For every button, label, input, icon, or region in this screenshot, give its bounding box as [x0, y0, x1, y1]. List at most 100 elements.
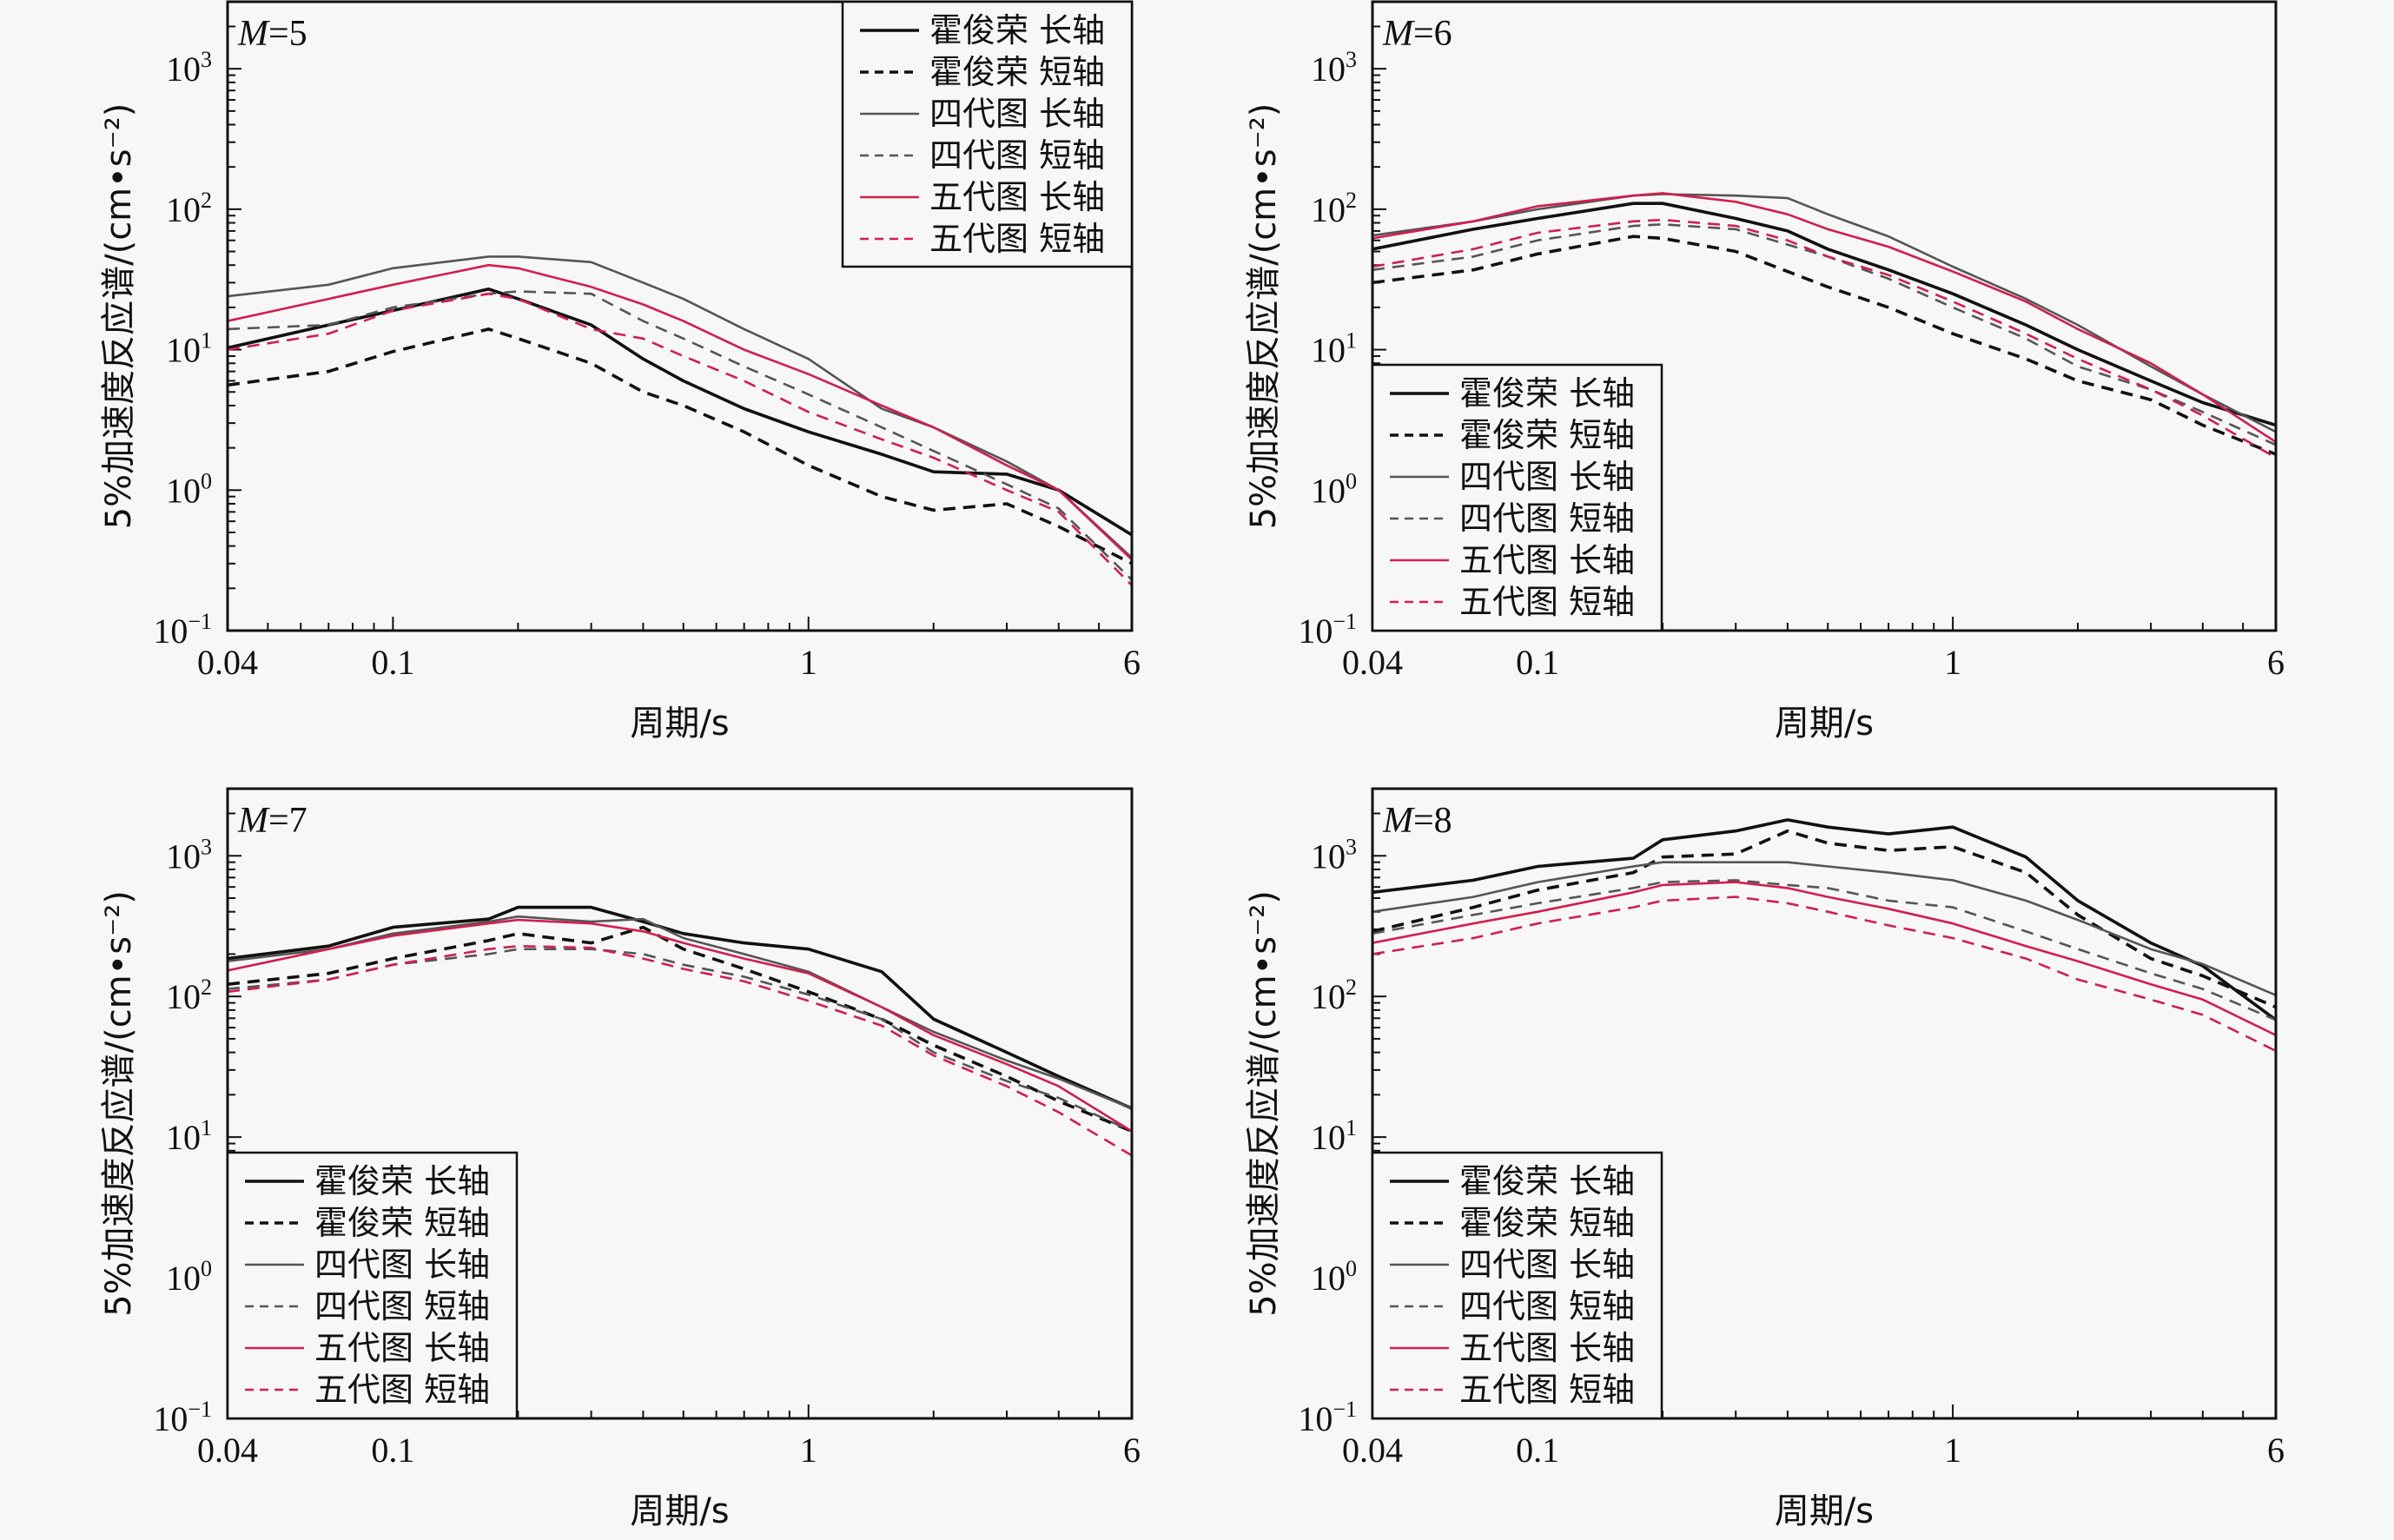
x-tick-label: 0.04	[1342, 643, 1403, 682]
y-tick-base: 10	[166, 836, 201, 876]
series-line-0	[1372, 202, 2276, 427]
panel-label: M=6	[1382, 14, 1452, 54]
panel-label-value: =7	[268, 801, 308, 841]
series-line-3	[228, 290, 1132, 581]
y-tick-label: 101	[1311, 1115, 1357, 1157]
y-tick-label: 100	[166, 1256, 212, 1298]
y-axis-title: 5%加速度反应谱/(cm•s⁻²)	[1244, 103, 1284, 530]
series-group	[1372, 818, 2276, 1053]
plot-frame	[1371, 787, 2278, 1420]
x-tick-label: 0.1	[1516, 643, 1559, 682]
y-tick-exponent: 2	[1346, 188, 1357, 213]
y-tick-base: 10	[1311, 1259, 1346, 1298]
legend-box	[841, 0, 1134, 268]
y-tick-exponent: 1	[201, 328, 212, 354]
panel-label-value: =8	[1413, 801, 1452, 841]
y-tick-exponent: −1	[1333, 1397, 1357, 1422]
y-tick-exponent: 3	[201, 47, 212, 72]
legend-label: 五代图 短轴	[929, 220, 1105, 258]
panel-label: M=5	[237, 14, 308, 54]
y-tick-base: 10	[153, 611, 188, 651]
legend-label: 四代图 短轴	[1459, 499, 1635, 538]
y-tick-base: 10	[166, 1259, 201, 1298]
legend-label: 霍俊荣 长轴	[929, 11, 1105, 50]
legend-label: 四代图 短轴	[929, 136, 1105, 175]
y-tick-base: 10	[1311, 50, 1346, 89]
legend-label: 五代图 短轴	[1459, 1371, 1635, 1409]
panel-label: M=8	[1382, 801, 1452, 841]
y-tick-label: 100	[1311, 1256, 1357, 1298]
x-tick-label: 0.1	[371, 643, 414, 682]
y-axis-title: 5%加速度反应谱/(cm•s⁻²)	[99, 890, 139, 1317]
legend-label: 四代图 长轴	[314, 1246, 490, 1284]
y-tick-base: 10	[166, 977, 201, 1016]
series-line-1	[1372, 235, 2276, 456]
y-tick-exponent: 2	[201, 188, 212, 213]
y-tick-label: 102	[166, 188, 212, 229]
y-axis-title: 5%加速度反应谱/(cm•s⁻²)	[99, 103, 139, 530]
y-tick-exponent: 3	[1346, 834, 1357, 859]
x-tick-label: 1	[800, 643, 817, 682]
y-tick-label: 100	[1311, 468, 1357, 510]
x-tick-label: 1	[800, 1431, 817, 1470]
y-tick-base: 10	[166, 1118, 201, 1157]
y-tick-label: 102	[166, 975, 212, 1016]
y-tick-label: 102	[1311, 188, 1357, 229]
y-tick-base: 10	[1311, 836, 1346, 876]
series-line-1	[1372, 829, 2276, 1009]
panel-label-value: =6	[1413, 14, 1452, 54]
y-tick-label: 101	[1311, 328, 1357, 370]
y-tick-exponent: −1	[188, 609, 212, 634]
legend-label: 四代图 短轴	[1459, 1287, 1635, 1325]
series-line-5	[228, 944, 1132, 1157]
legend-label: 霍俊荣 长轴	[314, 1162, 490, 1200]
series-line-5	[228, 292, 1132, 586]
y-tick-base: 10	[1298, 1399, 1333, 1438]
series-line-2	[228, 915, 1132, 1110]
panel-label-value: =5	[268, 14, 308, 54]
legend-box	[1371, 1151, 1663, 1420]
y-tick-label: 10−1	[153, 609, 212, 651]
series-line-0	[1372, 818, 2276, 1021]
x-tick-label: 0.1	[1516, 1431, 1559, 1470]
y-tick-base: 10	[166, 471, 201, 510]
series-group	[228, 255, 1132, 586]
y-tick-base: 10	[153, 1399, 188, 1438]
panel-label-var: M	[237, 801, 270, 841]
y-tick-exponent: −1	[188, 1397, 212, 1422]
y-tick-base: 10	[1311, 471, 1346, 510]
legend-label: 霍俊荣 短轴	[1459, 1204, 1635, 1242]
series-line-5	[1372, 218, 2276, 459]
y-tick-base: 10	[1298, 611, 1333, 651]
legend-label: 五代图 长轴	[1459, 541, 1635, 579]
y-tick-exponent: 2	[201, 975, 212, 1000]
plot-frame	[226, 0, 1134, 632]
x-axis-title: 周期/s	[630, 1491, 729, 1531]
y-tick-exponent: 2	[1346, 975, 1357, 1000]
legend-label: 四代图 长轴	[929, 95, 1105, 133]
y-tick-label: 100	[166, 468, 212, 510]
y-tick-exponent: 0	[1346, 1256, 1357, 1281]
panel-label-var: M	[1382, 14, 1415, 54]
y-tick-exponent: −1	[1333, 609, 1357, 634]
y-tick-label: 103	[166, 47, 212, 89]
series-line-4	[228, 918, 1132, 1133]
series-group	[228, 905, 1132, 1157]
legend-label: 霍俊荣 长轴	[1459, 374, 1635, 413]
x-tick-label: 0.1	[371, 1431, 414, 1470]
x-tick-label: 0.04	[197, 1431, 258, 1470]
y-tick-exponent: 1	[201, 1115, 212, 1140]
legend-box	[226, 1151, 519, 1420]
y-tick-base: 10	[1311, 1118, 1346, 1157]
y-tick-label: 102	[1311, 975, 1357, 1016]
y-tick-exponent: 3	[201, 834, 212, 859]
x-axis-title: 周期/s	[630, 704, 729, 744]
legend-box	[1371, 363, 1663, 632]
legend-label: 四代图 短轴	[314, 1287, 490, 1325]
